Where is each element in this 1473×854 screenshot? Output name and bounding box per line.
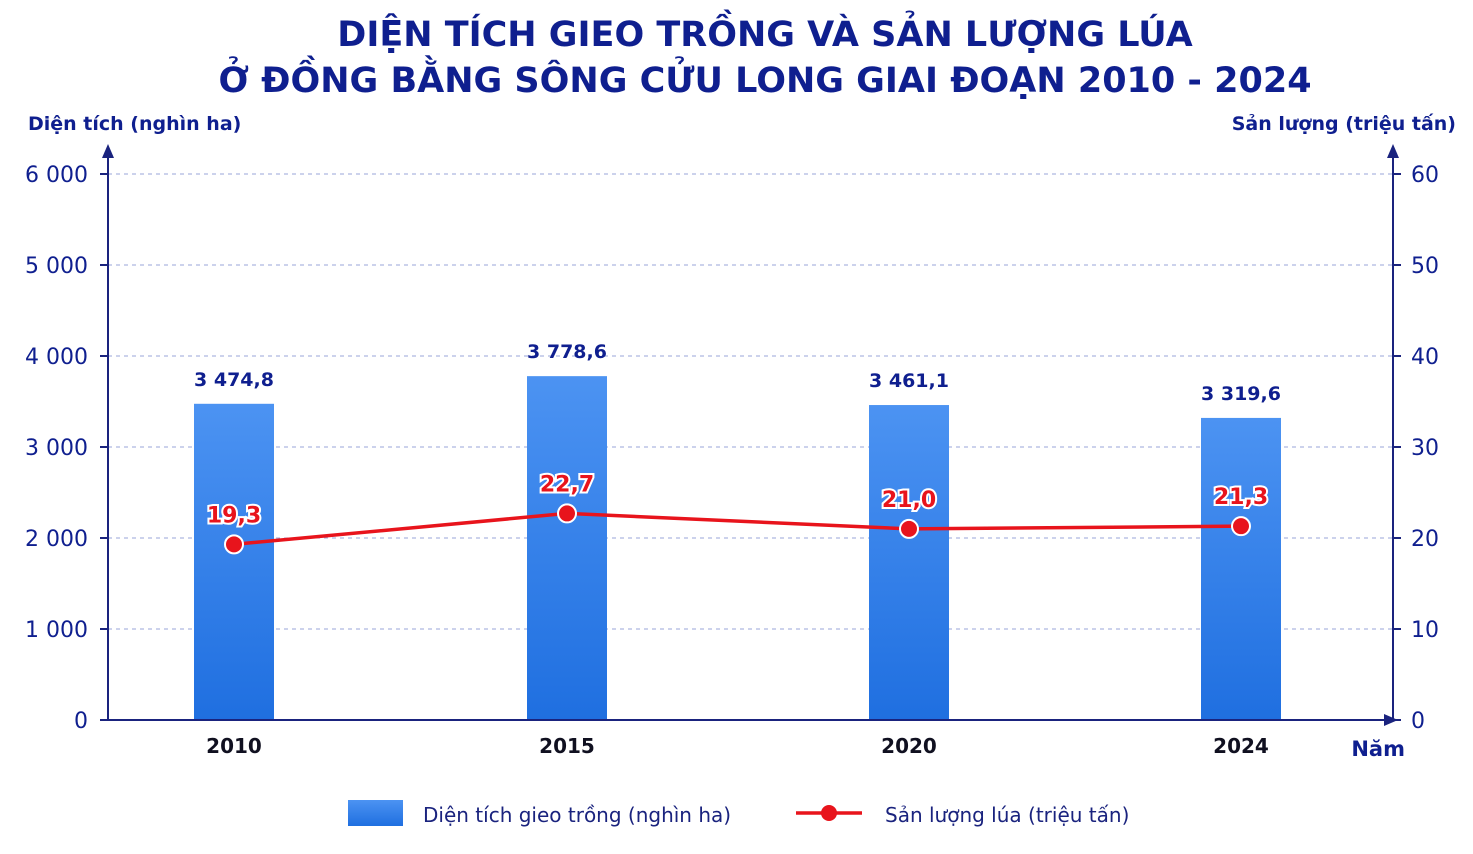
y-right-tick-label: 30	[1411, 436, 1439, 461]
y-right-tick-label: 20	[1411, 527, 1439, 552]
line-label-2020: 21,0	[882, 488, 936, 513]
y-right-tick-label: 50	[1411, 254, 1439, 279]
x-axis-label: Năm	[1351, 737, 1405, 761]
line-point-2010	[224, 534, 244, 555]
x-category-labels: 2010 2015 2020 2024	[206, 734, 1269, 758]
bar-label-2020: 3 461,1	[869, 370, 949, 392]
x-axis-arrow	[1384, 714, 1398, 726]
bar-2010	[194, 403, 274, 720]
y-left-tick-label: 5 000	[25, 254, 88, 279]
y-left-tick-label: 6 000	[25, 163, 88, 188]
chart-title-line1: DIỆN TÍCH GIEO TRỒNG VÀ SẢN LƯỢNG LÚA	[337, 8, 1192, 55]
legend-line-label: Sản lượng lúa (triệu tấn)	[885, 803, 1129, 827]
legend-bar-label: Diện tích gieo trồng (nghìn ha)	[423, 803, 731, 827]
line-path	[233, 511, 1242, 547]
line-label-2015: 22,7	[540, 472, 594, 497]
line-point-2015	[557, 503, 577, 524]
bar-label-2010: 3 474,8	[194, 369, 274, 391]
bar-series: 3 474,8 3 778,6 3 461,1 3 319,6	[194, 341, 1281, 720]
x-category-label: 2024	[1213, 734, 1269, 758]
bar-2024	[1201, 417, 1281, 720]
axes	[102, 144, 1399, 726]
line-point-2020	[899, 518, 919, 539]
y-left-axis-arrow	[102, 144, 114, 158]
y-right-ticks: 0 10 20 30 40 50 60	[1393, 163, 1439, 734]
line-label-2024: 21,3	[1214, 485, 1268, 510]
y-right-axis-label: Sản lượng (triệu tấn)	[1232, 112, 1456, 135]
line-label-2010: 19,3	[207, 503, 261, 528]
gridlines	[108, 173, 1393, 630]
y-left-tick-label: 2 000	[25, 527, 88, 552]
chart-title-line2: Ở ĐỒNG BẰNG SÔNG CỬU LONG GIAI ĐOẠN 2010…	[218, 54, 1311, 101]
y-left-tick-label: 1 000	[25, 618, 88, 643]
line-series: 19,3 22,7 21,0 21,3	[205, 470, 1270, 555]
x-category-label: 2010	[206, 734, 262, 758]
y-left-tick-label: 0	[74, 709, 88, 734]
y-right-tick-label: 40	[1411, 345, 1439, 370]
line-point-2024	[1231, 516, 1251, 537]
y-left-tick-label: 4 000	[25, 345, 88, 370]
y-left-ticks: 0 1 000 2 000 3 000 4 000 5 000 6 000	[25, 163, 108, 734]
bar-label-2015: 3 778,6	[527, 341, 607, 363]
y-right-tick-label: 0	[1411, 709, 1425, 734]
x-category-label: 2020	[881, 734, 937, 758]
y-right-axis-arrow	[1387, 144, 1399, 158]
legend-bar-swatch	[348, 800, 403, 826]
legend: Diện tích gieo trồng (nghìn ha) Sản lượn…	[348, 800, 1129, 827]
x-category-label: 2015	[539, 734, 595, 758]
bar-2020	[869, 405, 949, 720]
bar-2015	[527, 376, 607, 720]
bar-label-2024: 3 319,6	[1201, 383, 1281, 405]
y-left-tick-label: 3 000	[25, 436, 88, 461]
legend-line-marker	[821, 805, 837, 821]
y-left-axis-label: Diện tích (nghìn ha)	[28, 113, 241, 135]
y-right-tick-label: 10	[1411, 618, 1439, 643]
y-right-tick-label: 60	[1411, 163, 1439, 188]
